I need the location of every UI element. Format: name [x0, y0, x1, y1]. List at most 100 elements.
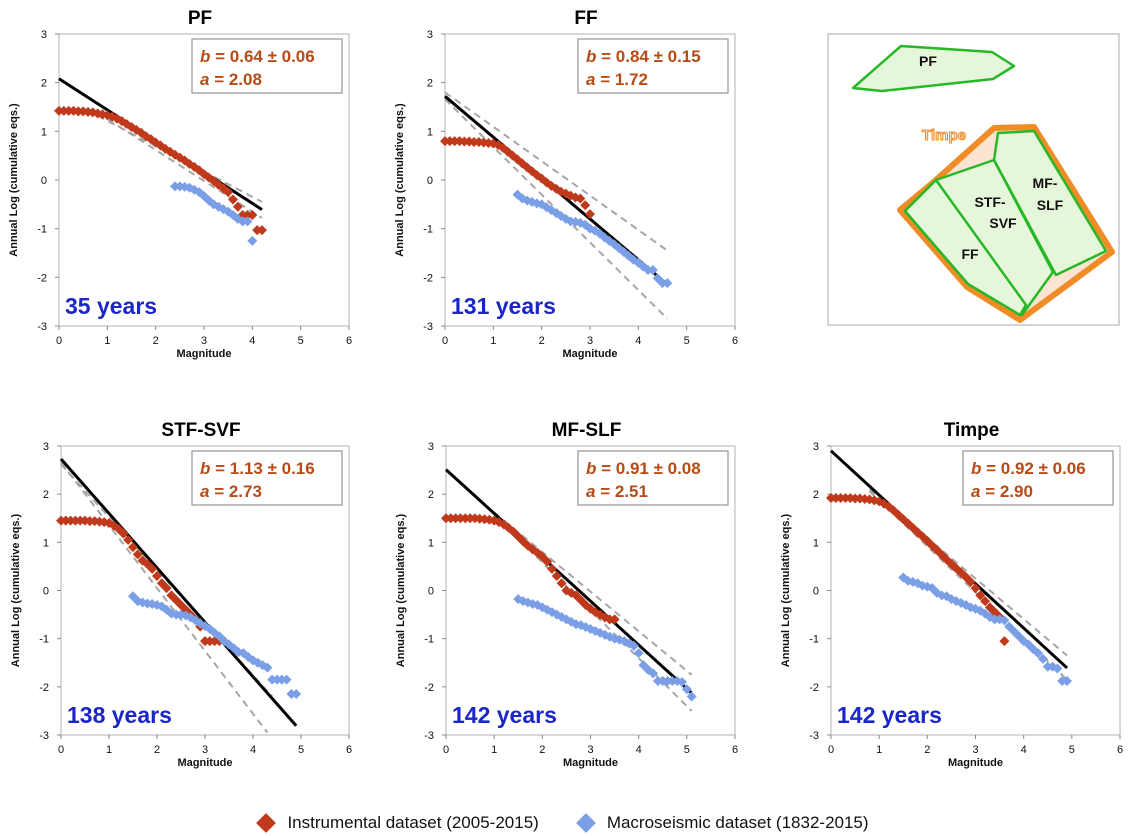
b-value-label: b = 0.91 ± 0.08	[586, 459, 701, 478]
data-point	[585, 209, 595, 220]
period-label: 35 years	[65, 293, 157, 319]
x-tick-label: 2	[539, 335, 545, 347]
x-tick-label: 5	[1069, 744, 1075, 756]
data-point	[575, 193, 586, 204]
b-value-label: b = 0.84 ± 0.15	[586, 47, 701, 66]
y-tick-label: -2	[37, 272, 47, 284]
y-axis-label: Annual Log (cumulative eqs.)	[395, 513, 407, 667]
confidence-line	[868, 490, 1068, 681]
confidence-line	[444, 91, 668, 252]
y-tick-label: 0	[41, 175, 47, 187]
fault-map-panel: PF Timpe STF- SVF MF- SLF FF	[827, 33, 1120, 326]
y-tick-label: 0	[428, 586, 434, 598]
x-axis-label: Magnitude	[178, 757, 233, 769]
x-tick-label: 5	[684, 744, 690, 756]
series-instrumental	[441, 513, 620, 625]
x-tick-label: 1	[490, 335, 496, 347]
chart-ff: 3 2 1 0 -1 -2 -3 0 1 2 3 4 5 6 Magnitude Annual Log (cu…	[394, 8, 738, 360]
y-tick-label: -1	[39, 634, 49, 646]
y-tick-label: -2	[423, 272, 433, 284]
y-tick-label: 3	[428, 441, 434, 453]
y-tick-label: 3	[813, 441, 819, 453]
data-point	[152, 571, 162, 582]
data-point	[123, 534, 134, 545]
a-symbol: a	[586, 70, 595, 89]
data-point	[662, 278, 673, 289]
x-tick-label: 2	[924, 744, 930, 756]
period-label: 142 years	[452, 702, 557, 728]
data-point	[542, 556, 553, 567]
y-tick-label: 2	[43, 489, 49, 501]
a-symbol: a	[586, 482, 595, 501]
map-label-pf: PF	[919, 53, 937, 69]
data-point	[980, 596, 991, 607]
data-point	[223, 187, 234, 198]
diamond-marker-icon	[256, 813, 277, 833]
y-tick-label: -3	[423, 321, 433, 333]
data-point	[1037, 653, 1048, 664]
y-tick-label: 1	[428, 537, 434, 549]
data-point	[628, 640, 639, 651]
data-point	[623, 250, 634, 261]
x-axis-label: Magnitude	[177, 348, 232, 360]
x-tick-label: 6	[732, 744, 738, 756]
y-tick-label: -1	[424, 634, 434, 646]
y-tick-label: 0	[43, 586, 49, 598]
y-tick-label: 0	[427, 175, 433, 187]
data-point	[609, 614, 620, 625]
ff-zone-shape	[903, 178, 1028, 317]
stats-box	[191, 38, 343, 94]
b-symbol: b	[200, 459, 210, 478]
x-tick-label: 2	[154, 744, 160, 756]
data-point	[647, 265, 658, 276]
x-tick-label: 6	[1117, 744, 1123, 756]
a-value-label: a = 2.51	[586, 482, 648, 501]
y-tick-label: 1	[427, 126, 433, 138]
data-point	[556, 578, 567, 589]
y-tick-label: 2	[427, 78, 433, 90]
a-value-label: a = 2.73	[200, 482, 262, 501]
a-value: = 2.51	[595, 482, 647, 501]
series-instrumental	[440, 136, 595, 220]
map-label-stf: STF-	[974, 194, 1005, 210]
y-axis-label: Annual Log (cumulative eqs.)	[10, 513, 22, 667]
data-point	[1033, 648, 1044, 659]
stats-box	[191, 450, 343, 506]
y-tick-label: -2	[39, 682, 49, 694]
y-tick-label: 2	[428, 489, 434, 501]
fit-line	[59, 458, 298, 727]
b-value: = 0.91 ± 0.08	[596, 459, 700, 478]
x-tick-label: 3	[201, 335, 207, 347]
x-axis-label: Magnitude	[563, 757, 618, 769]
data-point	[1062, 676, 1073, 687]
x-tick-label: 0	[56, 335, 62, 347]
a-symbol: a	[971, 482, 980, 501]
b-symbol: b	[971, 459, 981, 478]
y-tick-label: 3	[43, 441, 49, 453]
b-value-label: b = 0.92 ± 0.06	[971, 459, 1086, 478]
y-tick-label: 1	[41, 126, 47, 138]
y-axis-label: Annual Log (cumulative eqs.)	[780, 513, 792, 667]
data-point	[648, 668, 659, 679]
x-tick-label: 3	[972, 744, 978, 756]
a-value-label: a = 2.90	[971, 482, 1033, 501]
chart-timpe: 3 2 1 0 -1 -2 -3 0 1 2 3 4 5 6 Magnitude Annual Log (cu…	[780, 420, 1123, 769]
chart-panels: 3 2 1 0 -1 -2 -3 0 1 2 3 4 5 6 Magnitude Annual Log (cu…	[8, 8, 1123, 769]
legend-label-macroseismic: Macroseismic dataset (1832-2015)	[606, 813, 869, 832]
x-tick-label: 6	[346, 744, 352, 756]
data-point	[681, 684, 692, 695]
data-point	[965, 576, 976, 587]
chart-pf: 3 2 1 0 -1 -2 -3 0 1 2 3 4 5 6 Magnitude Annual Log (cu…	[8, 8, 352, 360]
data-point	[128, 542, 138, 553]
confidence-line	[493, 511, 693, 676]
y-tick-label: 3	[427, 29, 433, 41]
data-point	[132, 549, 143, 560]
series-macroseismic	[512, 189, 673, 289]
x-tick-label: 3	[202, 744, 208, 756]
data-point	[121, 119, 132, 130]
map-label-mf: MF-	[1033, 175, 1058, 191]
data-point	[291, 689, 302, 700]
data-point	[970, 583, 981, 594]
x-tick-label: 0	[58, 744, 64, 756]
x-tick-label: 5	[298, 744, 304, 756]
